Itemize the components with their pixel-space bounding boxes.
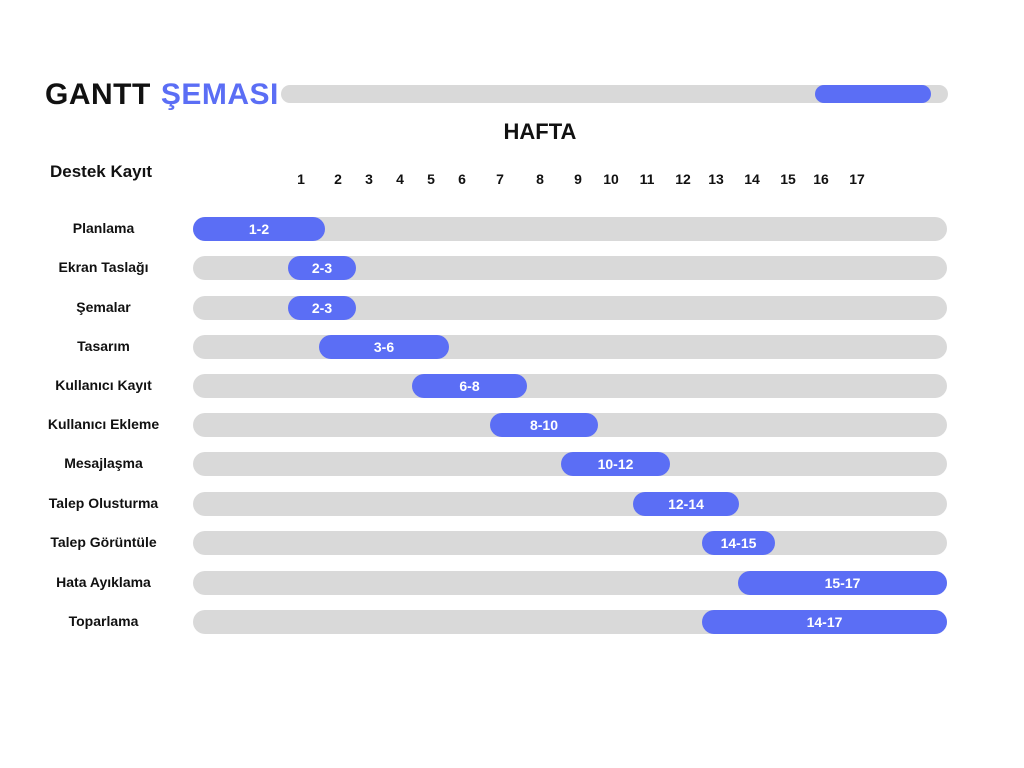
- task-bar[interactable]: 8-10: [490, 413, 598, 437]
- task-track: [193, 531, 947, 555]
- task-track: [193, 335, 947, 359]
- week-label-3: 3: [365, 171, 373, 187]
- category-header: Destek Kayıt: [49, 162, 153, 181]
- week-label-13: 13: [708, 171, 724, 187]
- week-label-4: 4: [396, 171, 404, 187]
- title-gantt: GANTT: [45, 78, 151, 111]
- task-label: Kullanıcı Kayıt: [55, 377, 152, 393]
- week-label-7: 7: [496, 171, 504, 187]
- week-label-11: 11: [639, 171, 655, 187]
- week-label-10: 10: [603, 171, 619, 187]
- task-bar[interactable]: 1-2: [193, 217, 325, 241]
- task-label: Hata Ayıklama: [56, 574, 151, 590]
- task-label: Talep Olusturma: [48, 495, 159, 511]
- week-label-6: 6: [458, 171, 466, 187]
- task-bar[interactable]: 14-15: [702, 531, 775, 555]
- task-bar[interactable]: 15-17: [738, 571, 947, 595]
- task-bar[interactable]: 3-6: [319, 335, 449, 359]
- task-bar[interactable]: 12-14: [633, 492, 739, 516]
- task-label: Talep Görüntüle: [50, 534, 157, 550]
- week-label-8: 8: [536, 171, 544, 187]
- task-bar[interactable]: 2-3: [288, 296, 356, 320]
- week-label-16: 16: [813, 171, 829, 187]
- week-label-17: 17: [849, 171, 865, 187]
- task-label: Şemalar: [76, 299, 131, 315]
- task-bar[interactable]: 2-3: [288, 256, 356, 280]
- overall-progress-track: [281, 85, 948, 103]
- task-label: Ekran Taslağı: [58, 259, 149, 275]
- week-label-2: 2: [334, 171, 342, 187]
- task-label: Toparlama: [68, 613, 139, 629]
- chart-subtitle: HAFTA: [503, 119, 577, 144]
- title-semasi: ŞEMASI: [160, 78, 279, 111]
- chart-title: GANTT ŞEMASI: [45, 78, 279, 112]
- task-label: Tasarım: [77, 338, 130, 354]
- task-label: Mesajlaşma: [64, 455, 143, 471]
- week-label-15: 15: [780, 171, 796, 187]
- task-label: Kullanıcı Ekleme: [47, 416, 160, 432]
- overall-progress-fill: [814, 85, 932, 103]
- task-bar[interactable]: 10-12: [561, 452, 670, 476]
- week-label-14: 14: [744, 171, 760, 187]
- task-bar[interactable]: 6-8: [412, 374, 527, 398]
- task-label: Planlama: [72, 220, 135, 236]
- week-label-9: 9: [574, 171, 582, 187]
- task-track: [193, 492, 947, 516]
- week-label-1: 1: [297, 171, 305, 187]
- week-label-12: 12: [675, 171, 691, 187]
- task-track: [193, 374, 947, 398]
- week-label-5: 5: [427, 171, 435, 187]
- task-bar[interactable]: 14-17: [702, 610, 947, 634]
